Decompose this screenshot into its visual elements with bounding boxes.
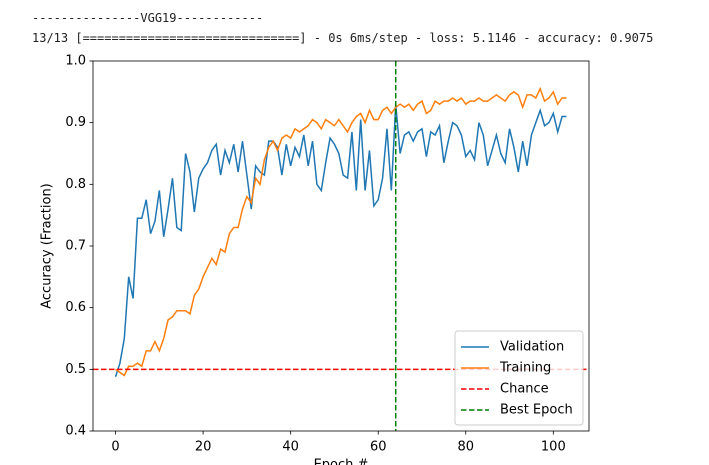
- x-tick-label: 60: [370, 440, 387, 455]
- y-tick-label: 0.4: [65, 424, 86, 439]
- legend-box: [454, 330, 584, 426]
- y-tick-label: 0.6: [65, 300, 86, 315]
- legend-label: Chance: [500, 382, 549, 397]
- y-tick-label: 1.0: [65, 54, 86, 69]
- legend-label: Training: [499, 361, 551, 376]
- legend-label: Validation: [500, 340, 564, 355]
- y-tick-label: 0.8: [65, 177, 86, 192]
- x-axis-label: Epoch #: [314, 458, 369, 465]
- x-tick-label: 80: [457, 440, 474, 455]
- data-line: [115, 86, 567, 377]
- x-tick-label: 100: [541, 440, 566, 455]
- plot-frame: [92, 60, 590, 432]
- x-tick-label: 20: [195, 440, 212, 455]
- x-tick-label: 0: [111, 440, 119, 455]
- y-tick-label: 0.5: [65, 362, 86, 377]
- console-line: ---------------VGG19------------: [32, 11, 264, 25]
- y-tick-label: 0.9: [65, 115, 86, 130]
- legend: Validation Training Chance Best Epoch: [454, 330, 584, 426]
- data-line: [114, 104, 567, 377]
- y-tick-label: 0.7: [65, 239, 86, 254]
- console-line: 13/13 [==============================] -…: [32, 31, 654, 45]
- x-tick-label: 40: [282, 440, 299, 455]
- legend-label: Best Epoch: [500, 403, 573, 418]
- y-axis-label: Accuracy (Fraction): [40, 183, 55, 309]
